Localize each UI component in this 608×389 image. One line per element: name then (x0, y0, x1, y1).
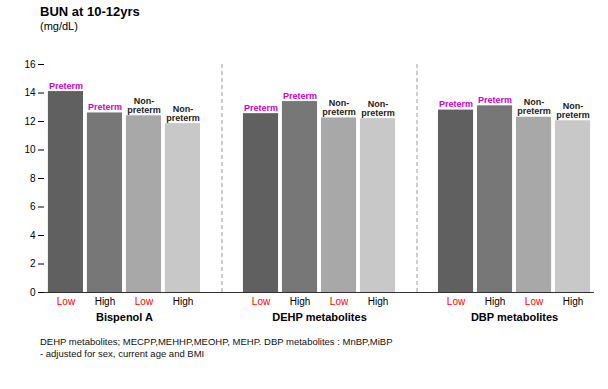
svg-text:Preterm: Preterm (478, 95, 512, 105)
svg-text:14: 14 (24, 87, 36, 98)
html-text:DEHP metabolites; MECPP,MEHHP,: DEHP metabolites; MECPP,MEHHP,MEOHP, MEH… (40, 336, 393, 347)
svg-text:Low: Low (525, 296, 544, 307)
svg-text:Low: Low (57, 296, 76, 307)
svg-text:Bispenol A: Bispenol A (96, 311, 153, 323)
svg-text:Low: Low (330, 296, 349, 307)
svg-text:6: 6 (30, 201, 36, 212)
svg-text:Low: Low (135, 296, 154, 307)
html-text:BUN at 10-12yrs: BUN at 10-12yrs (40, 4, 140, 19)
svg-text:High: High (290, 296, 311, 307)
svg-text:High: High (563, 296, 584, 307)
svg-text:8: 8 (30, 173, 36, 184)
svg-text:Preterm: Preterm (439, 99, 473, 109)
svg-text:2: 2 (30, 258, 36, 269)
svg-text:High: High (368, 296, 389, 307)
svg-text:Non-preterm: Non-preterm (322, 98, 356, 117)
svg-text:DBP metabolites: DBP metabolites (471, 311, 558, 323)
svg-text:Non-preterm: Non-preterm (517, 97, 551, 116)
svg-text:Preterm: Preterm (244, 103, 278, 113)
svg-text:10: 10 (24, 144, 36, 155)
svg-text:Non-preterm: Non-preterm (361, 99, 395, 118)
svg-text:Non-preterm: Non-preterm (127, 96, 161, 115)
svg-text:Preterm: Preterm (283, 91, 317, 101)
svg-text:12: 12 (24, 116, 36, 127)
svg-text:High: High (485, 296, 506, 307)
svg-text:0: 0 (30, 287, 36, 298)
svg-text:DEHP metabolites: DEHP metabolites (272, 311, 367, 323)
svg-text:Low: Low (447, 296, 466, 307)
svg-text:High: High (173, 296, 194, 307)
svg-text:Low: Low (252, 296, 271, 307)
svg-text:Preterm: Preterm (88, 102, 122, 112)
svg-text:Non-preterm: Non-preterm (556, 101, 590, 120)
svg-text:Preterm: Preterm (49, 81, 83, 91)
svg-text:4: 4 (30, 230, 36, 241)
svg-text:High: High (95, 296, 116, 307)
html-text:- adjusted for sex, current ag: - adjusted for sex, current age and BMI (40, 348, 205, 360)
html-text:(mg/dL): (mg/dL) (40, 20, 78, 32)
svg-text:16: 16 (24, 59, 36, 70)
svg-text:Non-preterm: Non-preterm (166, 104, 200, 123)
